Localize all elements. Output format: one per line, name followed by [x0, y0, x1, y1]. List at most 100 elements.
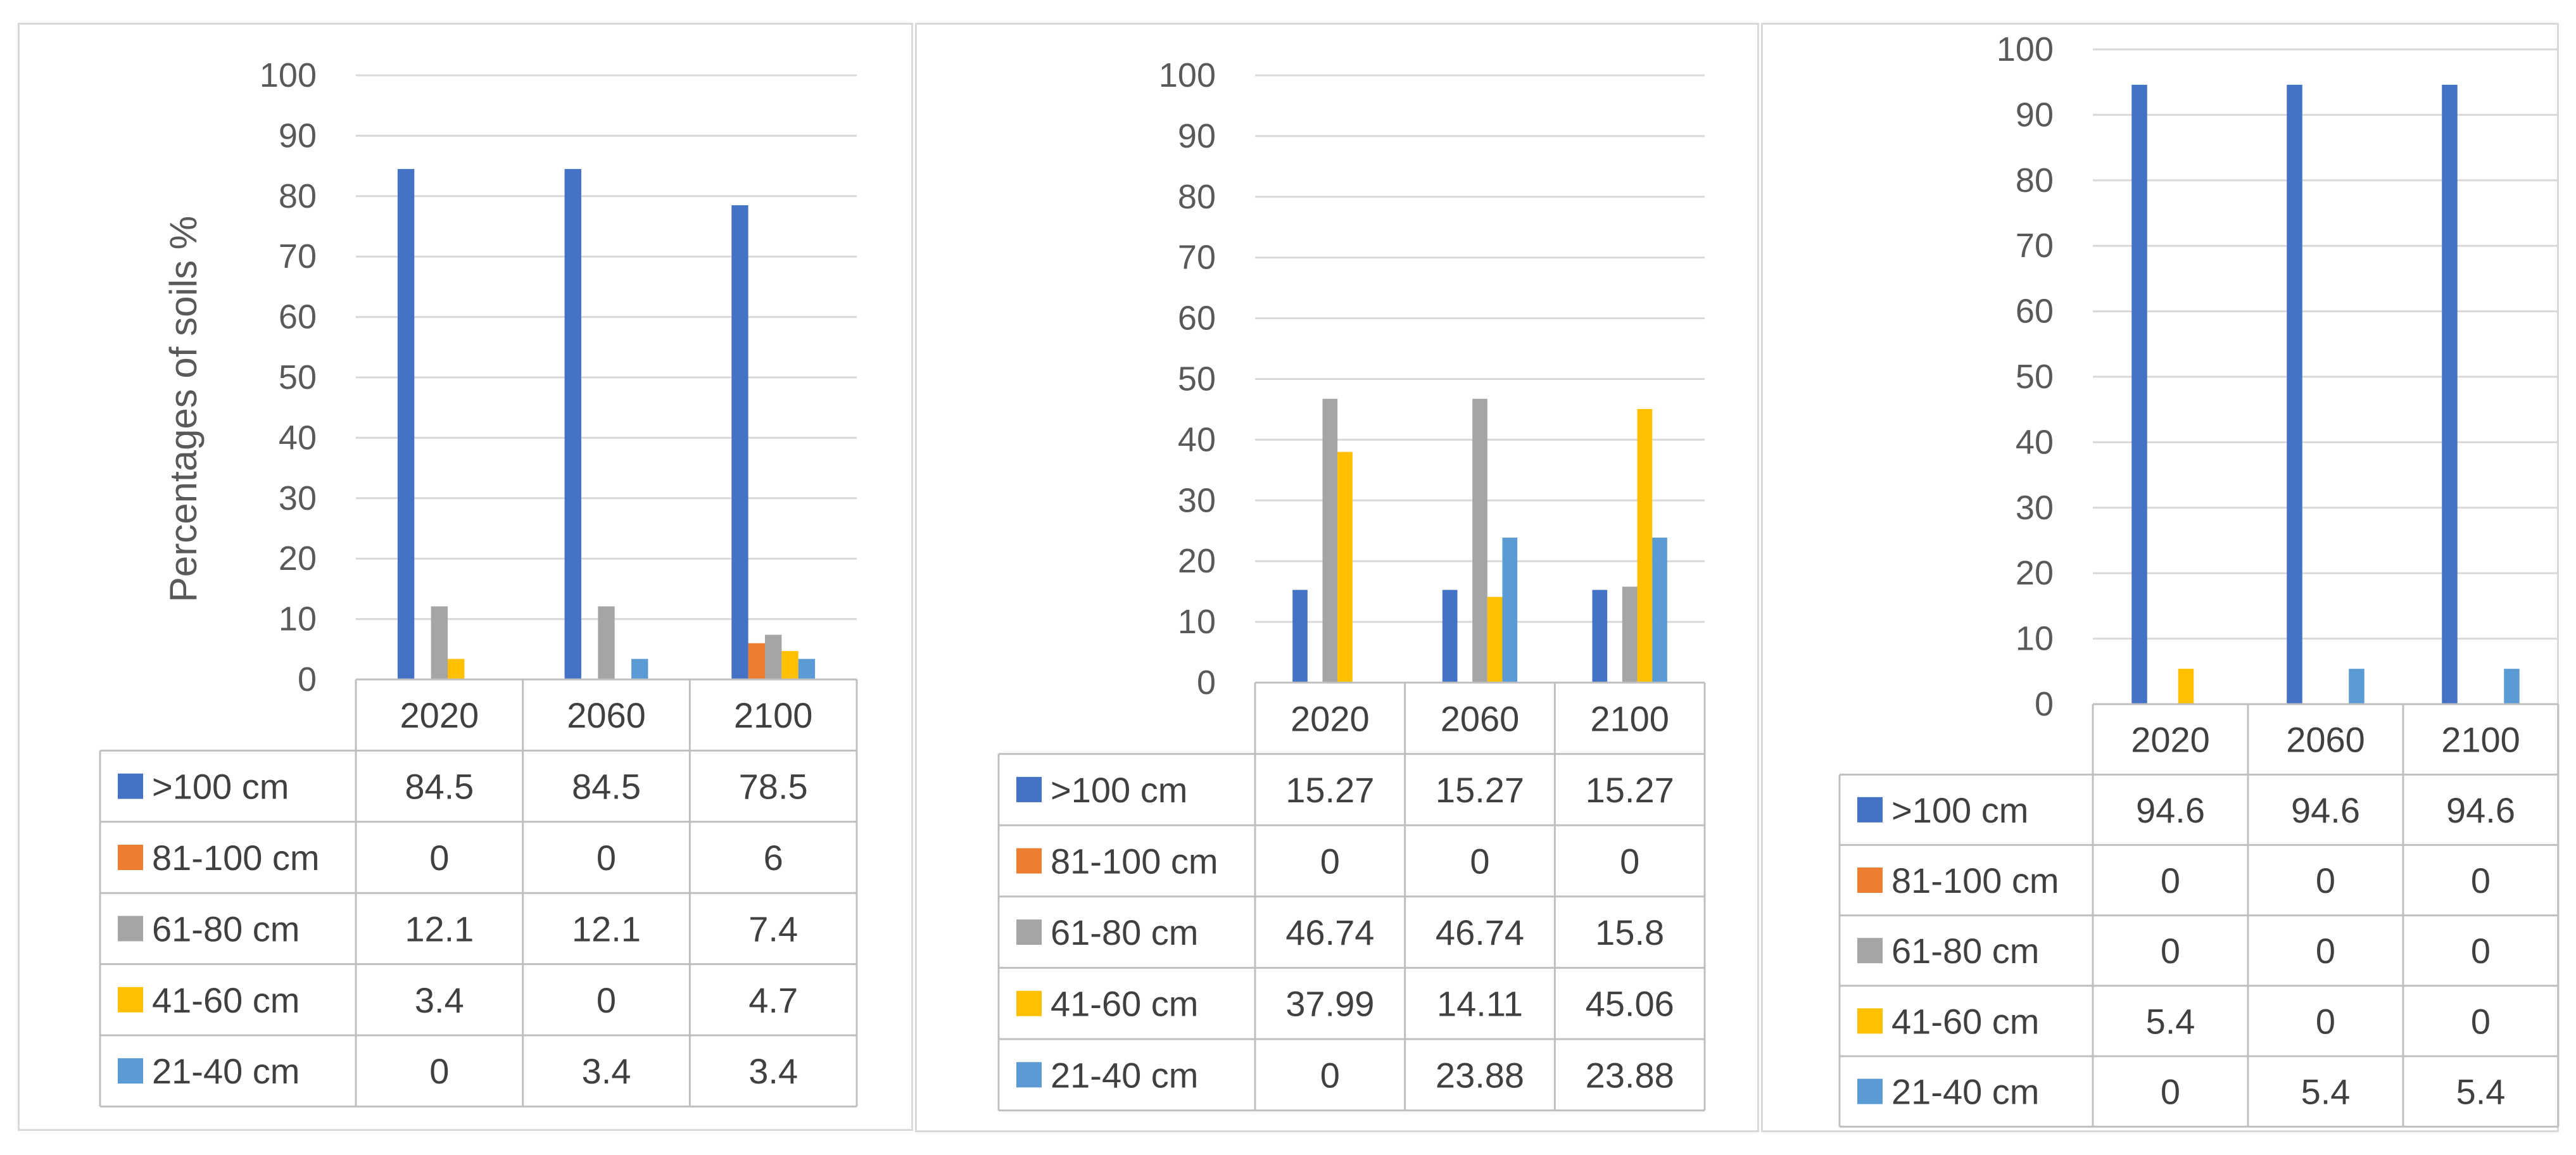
y-tick-label: 80: [1178, 178, 1216, 216]
bar-2100-2: [764, 634, 782, 679]
bar-2060-0: [2287, 84, 2302, 704]
table-cell-value: 0: [597, 980, 616, 1020]
chart-panel-3-frame: [1761, 23, 2559, 1132]
bar-2020-0: [397, 168, 415, 679]
bar-2100-1: [748, 643, 765, 679]
bar-2100-0: [2442, 84, 2458, 704]
bar-2100-0: [731, 205, 748, 679]
x-category-label: 2020: [400, 695, 479, 735]
bar-2020-2: [1322, 398, 1338, 683]
table-cell-value: 3.4: [582, 1051, 631, 1091]
table-cell-value: 0: [1470, 842, 1489, 881]
legend-series-name: 21-40 cm: [152, 1051, 300, 1091]
table-cell-value: 37.99: [1285, 984, 1374, 1024]
legend-series-name: 61-80 cm: [1891, 931, 2039, 971]
table-cell-value: 23.88: [1586, 1055, 1674, 1095]
table-cell-value: 5.4: [2146, 1001, 2195, 1041]
bar-2100-4: [798, 659, 816, 679]
y-tick-label: 80: [2016, 161, 2054, 199]
bar-2020-0: [2131, 84, 2147, 704]
legend-swatch-4: [1016, 1062, 1042, 1088]
y-tick-label: 0: [2035, 685, 2054, 723]
table-cell-value: 0: [2471, 931, 2491, 971]
table-cell-value: 0: [597, 838, 616, 878]
x-category-label: 2020: [2131, 720, 2210, 760]
legend-swatch-3: [118, 987, 143, 1013]
x-category-label: 2060: [567, 695, 646, 735]
legend-series-name: >100 cm: [152, 767, 289, 807]
y-tick-label: 20: [2016, 554, 2054, 592]
y-tick-label: 30: [1178, 481, 1216, 519]
y-tick-label: 100: [260, 56, 317, 94]
y-tick-label: 10: [1178, 603, 1216, 641]
table-cell-value: 23.88: [1436, 1055, 1524, 1095]
bar-2060-2: [1472, 398, 1487, 683]
table-cell-value: 5.4: [2456, 1072, 2506, 1112]
table-cell-value: 0: [2161, 861, 2180, 900]
legend-swatch-1: [1857, 868, 1883, 893]
legend-series-name: 81-100 cm: [1891, 861, 2059, 900]
table-cell-value: 94.6: [2291, 790, 2360, 830]
y-tick-label: 40: [279, 419, 317, 457]
bar-2060-3: [1487, 596, 1503, 683]
y-tick-label: 60: [1178, 300, 1216, 338]
table-cell-value: 84.5: [572, 767, 641, 807]
table-cell-value: 15.27: [1586, 770, 1674, 810]
y-tick-label: 70: [2016, 227, 2054, 265]
y-tick-label: 60: [279, 298, 317, 336]
x-category-label: 2100: [2441, 720, 2520, 760]
table-cell-value: 0: [2471, 861, 2491, 900]
table-cell-value: 3.4: [748, 1051, 798, 1091]
bar-2100-4: [1652, 537, 1667, 683]
table-cell-value: 45.06: [1586, 984, 1674, 1024]
legend-swatch-4: [1857, 1078, 1883, 1104]
legend-series-name: 81-100 cm: [1051, 842, 1218, 881]
x-category-label: 2060: [1441, 698, 1520, 738]
legend-series-name: 41-60 cm: [152, 980, 300, 1020]
table-cell-value: 0: [429, 838, 449, 878]
y-tick-label: 20: [279, 540, 317, 578]
legend-swatch-2: [1016, 919, 1042, 945]
bar-2060-4: [1502, 537, 1518, 683]
y-tick-label: 10: [2016, 620, 2054, 658]
y-tick-label: 40: [2016, 423, 2054, 461]
bar-2060-2: [598, 606, 615, 679]
legend-series-name: 61-80 cm: [1051, 912, 1198, 952]
y-tick-label: 0: [298, 660, 317, 698]
table-cell-value: 0: [2161, 1072, 2180, 1112]
table-cell-value: 3.4: [415, 980, 464, 1020]
bar-2060-4: [631, 659, 648, 679]
x-category-label: 2100: [1590, 698, 1669, 738]
table-cell-value: 15.8: [1595, 912, 1664, 952]
y-tick-label: 40: [1178, 420, 1216, 458]
table-cell-value: 5.4: [2301, 1072, 2351, 1112]
legend-swatch-0: [1016, 776, 1042, 802]
bar-2100-3: [1637, 408, 1653, 683]
table-cell-value: 0: [1320, 842, 1340, 881]
table-cell-value: 94.6: [2136, 790, 2205, 830]
y-tick-label: 50: [279, 358, 317, 396]
legend-swatch-0: [1857, 797, 1883, 823]
table-cell-value: 4.7: [748, 980, 798, 1020]
table-cell-value: 6: [764, 838, 783, 878]
legend-swatch-1: [118, 845, 143, 870]
legend-swatch-1: [1016, 848, 1042, 874]
table-cell-value: 0: [429, 1051, 449, 1091]
y-tick-label: 30: [2016, 489, 2054, 527]
table-cell-value: 0: [2316, 861, 2335, 900]
bar-2100-4: [2504, 669, 2520, 704]
table-cell-value: 0: [2161, 931, 2180, 971]
table-cell-value: 12.1: [405, 909, 474, 949]
bar-2060-0: [1442, 590, 1458, 683]
table-cell-value: 7.4: [748, 909, 798, 949]
y-tick-label: 90: [1178, 117, 1216, 155]
legend-series-name: 21-40 cm: [1051, 1055, 1198, 1095]
bar-2020-2: [431, 606, 448, 679]
table-cell-value: 14.11: [1437, 984, 1523, 1024]
y-tick-label: 90: [279, 117, 317, 155]
legend-series-name: 81-100 cm: [152, 838, 320, 878]
table-cell-value: 46.74: [1285, 912, 1374, 952]
